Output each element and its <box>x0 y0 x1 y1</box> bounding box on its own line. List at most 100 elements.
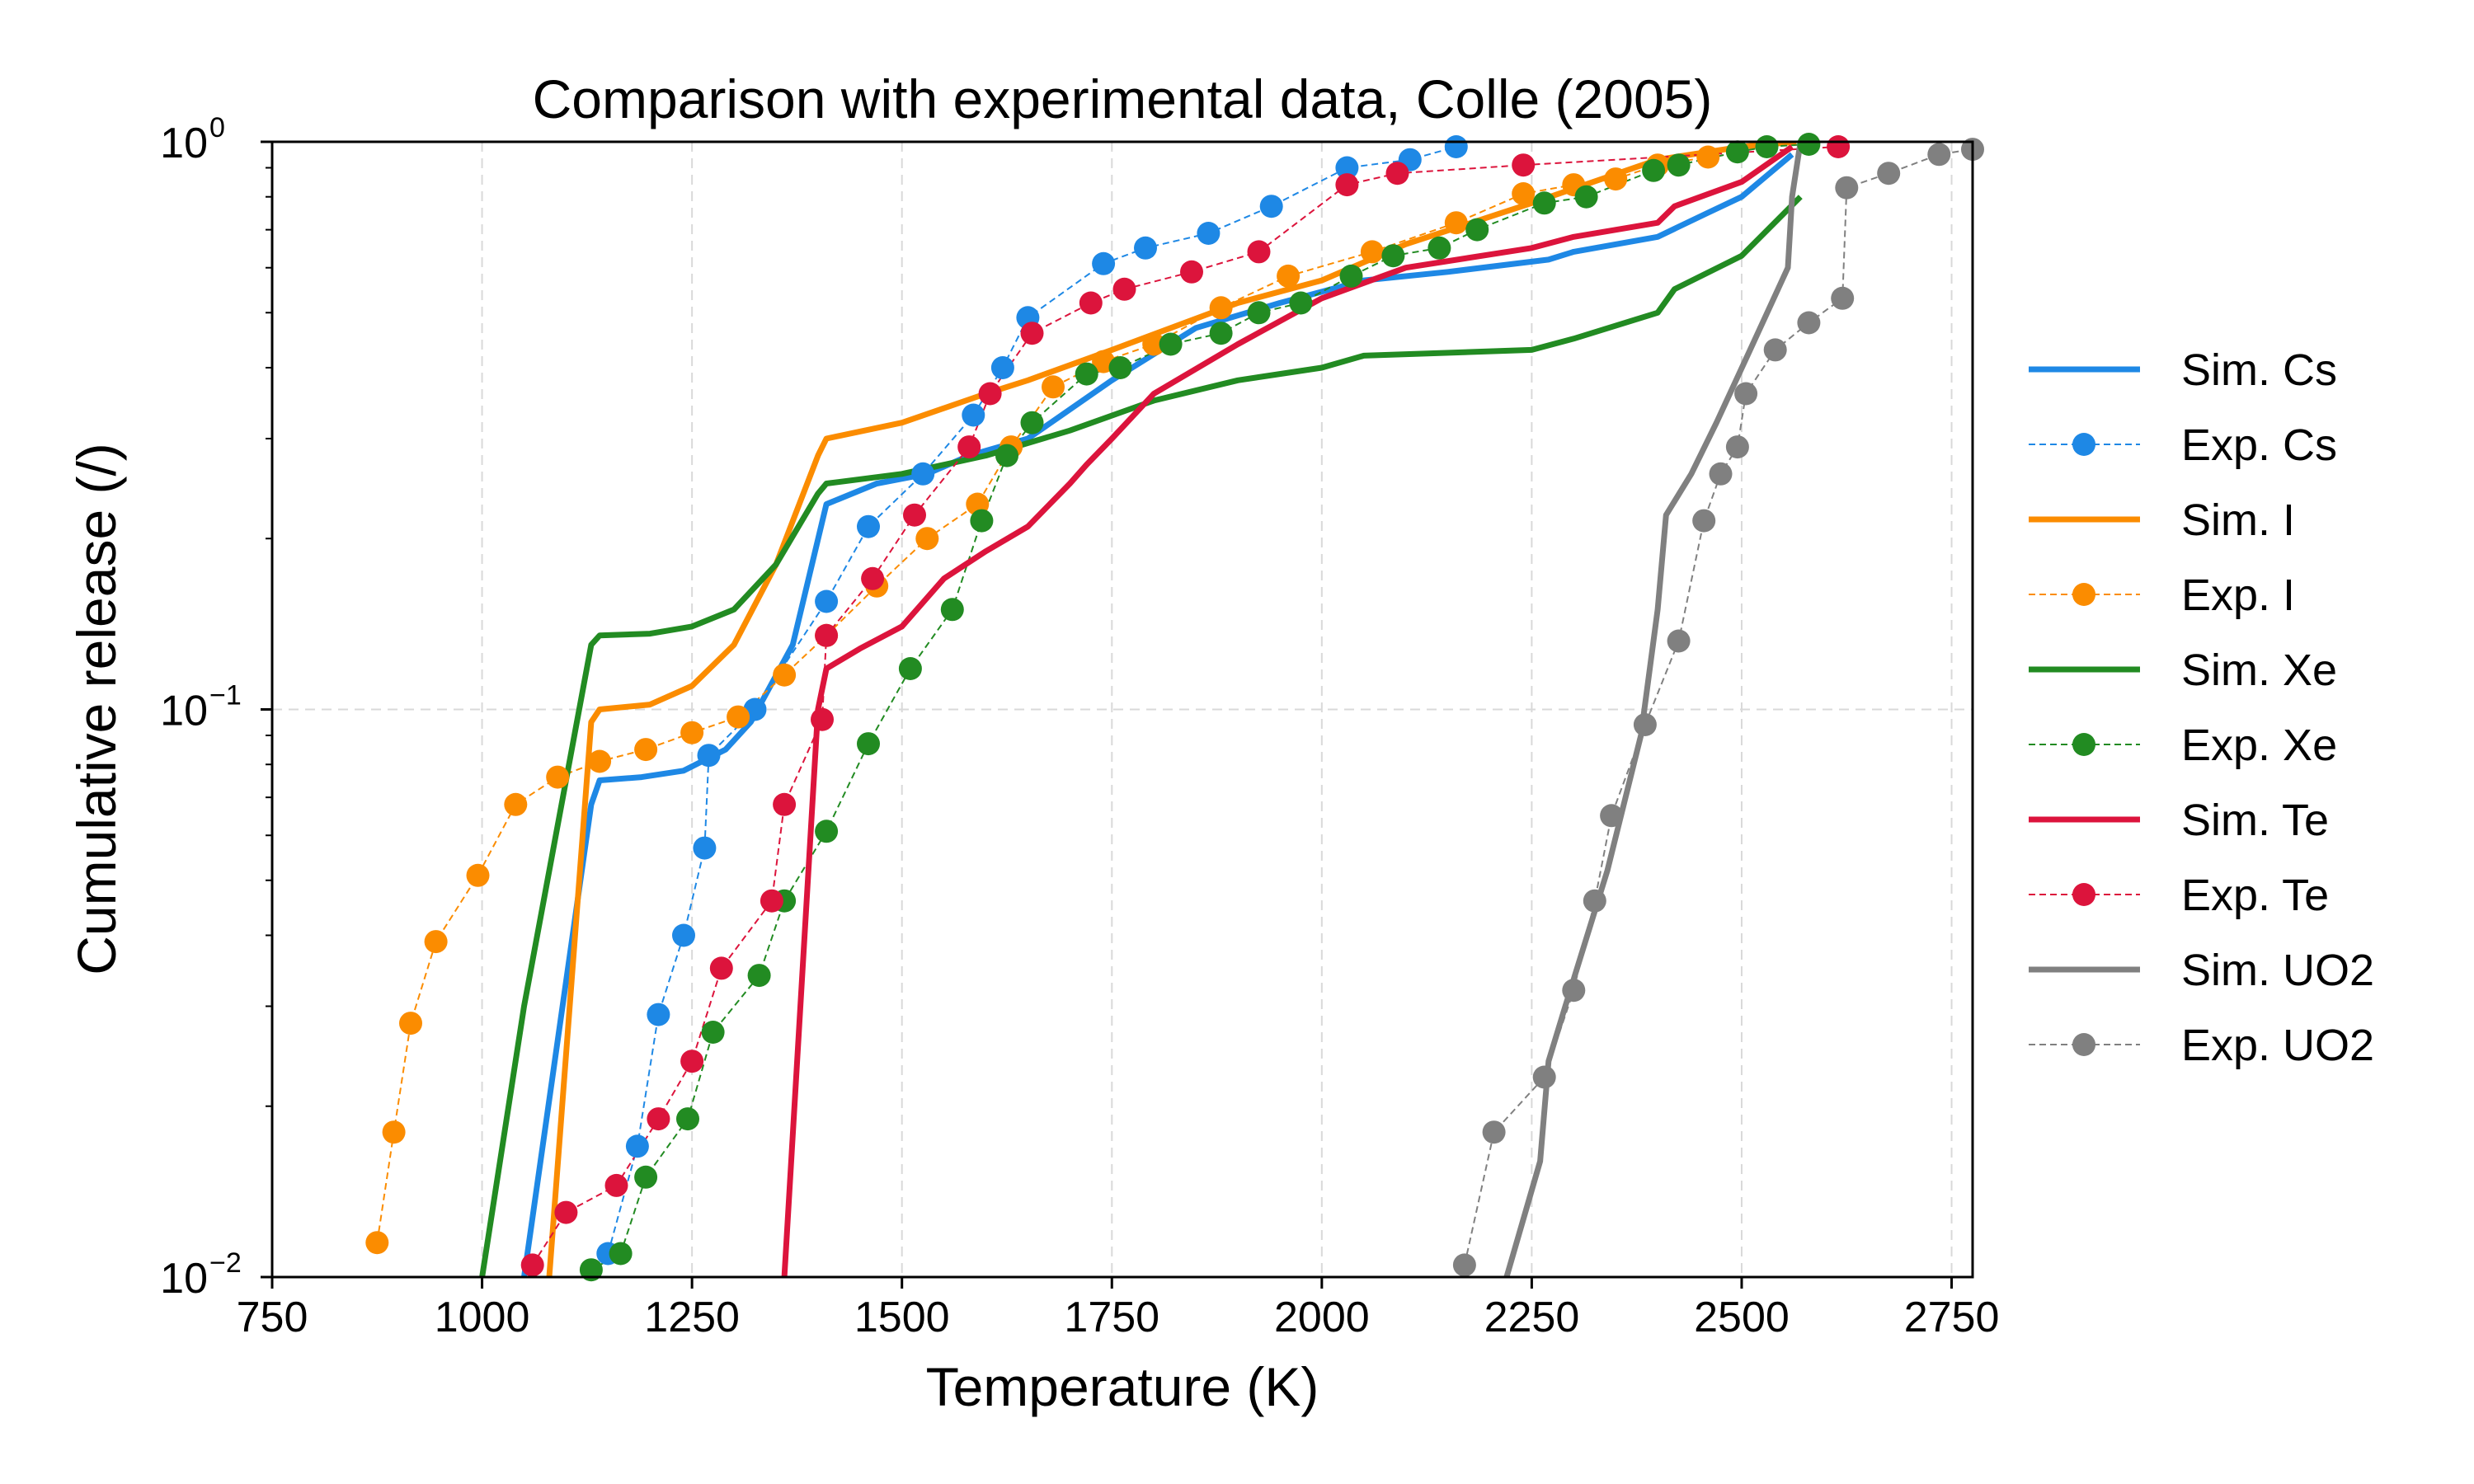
data-point-exp-te <box>903 503 926 527</box>
data-point-exp-uo2 <box>1532 1065 1556 1089</box>
data-point-exp-i <box>1042 375 1065 399</box>
data-point-exp-xe <box>1642 158 1666 182</box>
data-point-exp-xe <box>1532 191 1556 215</box>
data-point-exp-i <box>399 1012 422 1036</box>
data-point-exp-te <box>1180 260 1203 284</box>
legend-marker <box>2072 1033 2095 1056</box>
legend-item-sim-te: Sim. Te <box>2029 796 2329 845</box>
data-point-exp-uo2 <box>1692 509 1716 533</box>
data-point-exp-cs <box>1197 222 1221 245</box>
data-point-exp-cs <box>990 356 1014 379</box>
series-line-sim-xe <box>479 195 1803 1277</box>
series-line-sim-uo2 <box>1503 142 1804 1277</box>
data-point-exp-xe <box>634 1165 658 1189</box>
data-point-exp-i <box>1604 167 1628 191</box>
data-point-exp-cs <box>815 589 839 613</box>
data-point-exp-te <box>760 889 783 913</box>
data-point-exp-uo2 <box>1482 1120 1506 1144</box>
data-point-exp-xe <box>1381 244 1405 268</box>
data-point-exp-xe <box>857 732 880 756</box>
data-point-exp-i <box>424 930 448 954</box>
data-point-exp-xe <box>1465 218 1489 242</box>
data-point-exp-cs <box>1259 195 1283 218</box>
y-tick-base: 10 <box>160 120 208 167</box>
data-point-exp-i <box>1696 145 1720 169</box>
data-point-exp-xe <box>1725 140 1749 164</box>
data-point-exp-xe <box>1339 264 1363 288</box>
legend-marker <box>2072 583 2095 606</box>
data-point-exp-uo2 <box>1583 889 1606 913</box>
data-point-exp-i <box>634 738 658 762</box>
data-point-exp-i <box>773 663 797 687</box>
data-point-exp-cs <box>1335 156 1359 180</box>
data-point-exp-te <box>861 566 885 590</box>
data-point-exp-cs <box>1092 251 1116 275</box>
data-point-exp-xe <box>1020 411 1044 434</box>
legend-label: Exp. I <box>2181 571 2295 620</box>
x-tick-label: 1500 <box>854 1294 950 1341</box>
legend-marker <box>2072 883 2095 906</box>
data-point-exp-te <box>773 792 797 816</box>
x-tick-label: 2750 <box>1904 1294 2000 1341</box>
data-point-exp-uo2 <box>1763 338 1787 362</box>
y-tick-label: 10 −1 <box>160 680 242 735</box>
data-point-exp-te <box>1020 322 1044 345</box>
data-point-exp-xe <box>609 1242 633 1266</box>
data-point-exp-te <box>1079 291 1103 315</box>
data-point-exp-te <box>811 707 834 731</box>
data-point-exp-uo2 <box>1667 629 1691 653</box>
data-point-exp-te <box>1385 162 1409 186</box>
data-point-exp-uo2 <box>1734 382 1758 406</box>
legend-item-exp-te: Exp. Te <box>2029 871 2329 920</box>
data-point-exp-xe <box>1427 236 1451 260</box>
marker-layer <box>365 133 1984 1282</box>
data-point-exp-xe <box>747 964 771 988</box>
y-tick-label: 10 0 <box>160 112 225 167</box>
legend-item-exp-xe: Exp. Xe <box>2029 721 2337 770</box>
data-point-exp-xe <box>1667 153 1691 177</box>
legend-item-sim-cs: Sim. Cs <box>2029 345 2337 395</box>
data-point-exp-te <box>554 1200 578 1224</box>
y-tick-exponent: −1 <box>209 680 242 711</box>
x-axis-label: Temperature (K) <box>926 1356 1319 1417</box>
x-tick-label: 1750 <box>1064 1294 1159 1341</box>
series-line-exp-cs <box>607 146 1457 1254</box>
x-tick-label: 2250 <box>1484 1294 1580 1341</box>
data-point-exp-i <box>1444 211 1468 235</box>
data-point-exp-te <box>978 382 1002 406</box>
y-tick-label: 10 −2 <box>160 1247 242 1303</box>
legend-label: Exp. UO2 <box>2181 1021 2374 1070</box>
data-point-exp-xe <box>1108 356 1132 379</box>
data-point-exp-te <box>647 1107 670 1131</box>
data-point-exp-i <box>382 1120 406 1144</box>
legend-item-exp-cs: Exp. Cs <box>2029 420 2337 470</box>
legend-label: Sim. UO2 <box>2181 946 2374 995</box>
data-point-exp-xe <box>815 819 839 843</box>
legend-label: Sim. Xe <box>2181 646 2337 695</box>
chart-title: Comparison with experimental data, Colle… <box>533 68 1713 129</box>
series-line-sim-te <box>781 144 1794 1277</box>
data-point-exp-te <box>604 1173 628 1197</box>
data-point-exp-xe <box>1289 291 1313 315</box>
data-point-exp-te <box>1247 240 1271 264</box>
legend-item-exp-uo2: Exp. UO2 <box>2029 1021 2374 1070</box>
legend-marker <box>2072 733 2095 756</box>
y-tick-exponent: 0 <box>209 112 225 143</box>
data-point-exp-uo2 <box>1600 804 1624 828</box>
data-point-exp-xe <box>1159 332 1183 356</box>
y-tick-base: 10 <box>160 1255 208 1303</box>
data-point-exp-i <box>1360 240 1384 264</box>
data-point-exp-cs <box>962 403 985 427</box>
legend-label: Exp. Te <box>2181 871 2329 920</box>
data-point-exp-i <box>1209 296 1233 320</box>
x-axis: 750 1000 1250 1500 1750 2000 2250 2500 2750 <box>237 1277 2000 1341</box>
data-point-exp-uo2 <box>1452 1253 1476 1277</box>
y-axis-label: Cumulative release (/) <box>66 443 127 975</box>
y-tick-base: 10 <box>160 688 208 735</box>
data-point-exp-xe <box>579 1258 603 1282</box>
data-point-exp-te <box>520 1253 544 1277</box>
legend-label: Exp. Cs <box>2181 420 2337 470</box>
